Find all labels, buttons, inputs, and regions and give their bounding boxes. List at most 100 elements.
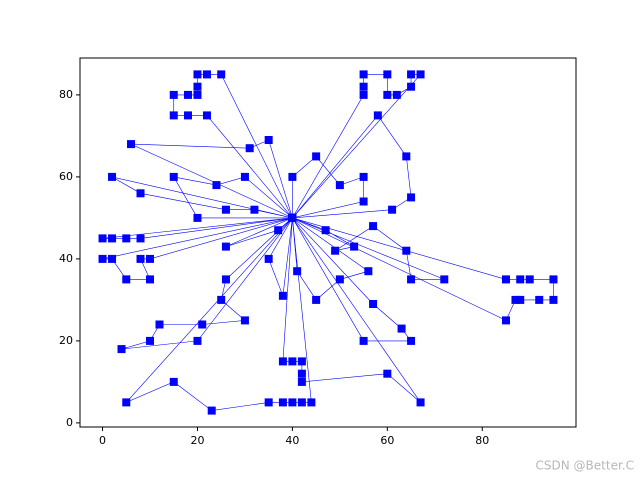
marker bbox=[312, 152, 321, 161]
marker bbox=[183, 111, 192, 120]
marker bbox=[193, 70, 202, 79]
route-line bbox=[225, 217, 293, 247]
route-line bbox=[292, 114, 412, 219]
marker bbox=[136, 254, 145, 263]
route-line bbox=[130, 139, 293, 219]
marker bbox=[407, 336, 416, 345]
marker bbox=[359, 336, 368, 345]
marker bbox=[511, 295, 520, 304]
marker bbox=[221, 205, 230, 214]
marker bbox=[335, 181, 344, 190]
route-line bbox=[111, 176, 293, 219]
marker bbox=[402, 152, 411, 161]
marker bbox=[293, 267, 302, 276]
marker bbox=[359, 172, 368, 181]
x-tick-label: 0 bbox=[99, 434, 106, 447]
marker bbox=[501, 316, 510, 325]
y-tick-label: 20 bbox=[59, 334, 73, 347]
marker bbox=[278, 357, 287, 366]
route-line bbox=[126, 217, 312, 411]
marker bbox=[207, 406, 216, 415]
marker bbox=[245, 144, 254, 153]
marker bbox=[278, 291, 287, 300]
marker bbox=[136, 234, 145, 243]
marker bbox=[264, 136, 273, 144]
marker bbox=[288, 357, 297, 366]
route-line bbox=[173, 176, 293, 219]
marker bbox=[297, 357, 306, 366]
marker bbox=[278, 398, 287, 407]
marker bbox=[373, 111, 382, 120]
marker bbox=[312, 295, 321, 304]
marker bbox=[383, 369, 392, 378]
marker bbox=[240, 316, 249, 325]
marker bbox=[549, 275, 558, 284]
marker bbox=[169, 90, 178, 99]
x-tick-label: 80 bbox=[475, 434, 489, 447]
marker bbox=[169, 172, 178, 181]
y-tick-label: 80 bbox=[59, 88, 73, 101]
marker bbox=[407, 193, 416, 202]
marker bbox=[193, 213, 202, 222]
marker bbox=[359, 82, 368, 91]
marker bbox=[288, 213, 297, 222]
x-tick-label: 60 bbox=[380, 434, 394, 447]
marker bbox=[127, 140, 136, 149]
watermark: CSDN @Better.C bbox=[536, 459, 634, 473]
route-line bbox=[121, 217, 293, 350]
marker bbox=[392, 90, 401, 99]
marker bbox=[98, 234, 107, 243]
marker bbox=[169, 111, 178, 120]
marker bbox=[407, 275, 416, 284]
marker bbox=[440, 275, 449, 284]
marker bbox=[402, 246, 411, 255]
marker bbox=[183, 90, 192, 99]
marker bbox=[198, 320, 207, 329]
marker bbox=[383, 90, 392, 99]
marker bbox=[297, 398, 306, 407]
marker bbox=[264, 398, 273, 407]
marker bbox=[108, 234, 117, 243]
marker bbox=[364, 267, 373, 276]
marker bbox=[108, 254, 117, 263]
marker bbox=[516, 295, 525, 304]
marker bbox=[240, 172, 249, 181]
marker bbox=[383, 70, 392, 79]
y-tick-label: 40 bbox=[59, 252, 73, 265]
marker bbox=[250, 205, 259, 214]
route-line bbox=[292, 74, 422, 219]
marker bbox=[369, 222, 378, 231]
marker bbox=[397, 324, 406, 333]
marker bbox=[221, 242, 230, 251]
marker bbox=[212, 181, 221, 190]
marker bbox=[274, 226, 283, 235]
marker bbox=[108, 172, 117, 181]
marker bbox=[98, 254, 107, 263]
marker bbox=[202, 70, 211, 79]
marker bbox=[416, 398, 425, 407]
marker bbox=[516, 275, 525, 284]
x-tick-label: 40 bbox=[285, 434, 299, 447]
axes-frame bbox=[79, 57, 577, 428]
marker bbox=[169, 377, 178, 386]
marker bbox=[335, 275, 344, 284]
marker bbox=[350, 242, 359, 251]
marker bbox=[307, 398, 316, 407]
route-line bbox=[292, 155, 364, 219]
y-tick-label: 60 bbox=[59, 170, 73, 183]
marker bbox=[217, 295, 226, 304]
marker bbox=[117, 345, 126, 354]
marker bbox=[264, 254, 273, 263]
marker bbox=[288, 398, 297, 407]
marker bbox=[407, 70, 416, 79]
marker bbox=[155, 320, 164, 329]
marker bbox=[297, 377, 306, 386]
marker bbox=[193, 82, 202, 91]
marker bbox=[136, 189, 145, 198]
marker bbox=[535, 295, 544, 304]
marker bbox=[193, 336, 202, 345]
marker bbox=[146, 254, 155, 263]
route-line bbox=[292, 217, 370, 301]
marker bbox=[525, 275, 534, 284]
